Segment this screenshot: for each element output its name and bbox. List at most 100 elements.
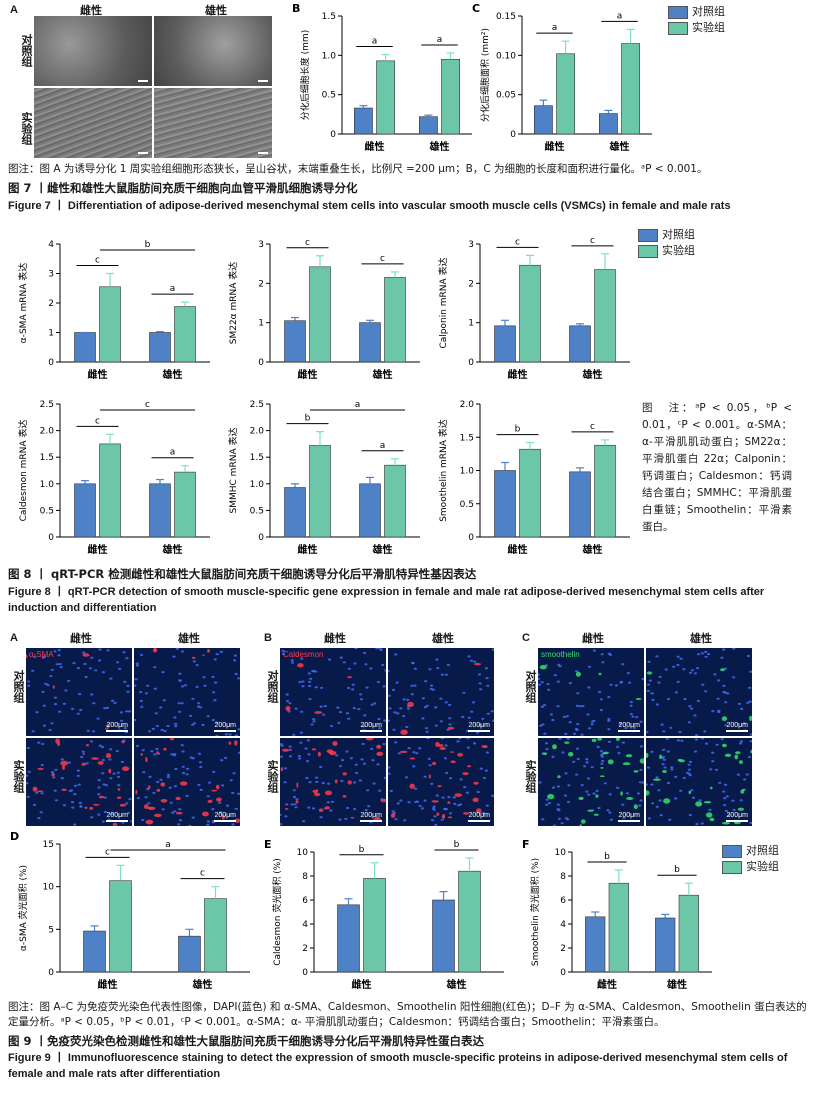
y-tick-label: 2 <box>48 299 54 309</box>
y-tick-label: 15 <box>43 840 54 850</box>
fluorescence-image-c-3: 200μm <box>646 738 752 826</box>
nuclei-overlay <box>538 738 644 826</box>
y-tick-label: 0 <box>48 358 54 368</box>
bar-control <box>494 325 516 363</box>
fluorescence-image-c-0: 200μm smoothelin <box>538 648 644 736</box>
fig8-note: 图 注：ᵃP < 0.05，ᵇP < 0.01，ᶜP < 0.001。α-SMA… <box>642 402 792 533</box>
bar-control <box>74 483 96 538</box>
x-tick-label: 雌性 <box>597 978 617 991</box>
fluorescence-image-b-3: 200μm <box>388 738 494 826</box>
y-tick-label: 6 <box>560 896 566 906</box>
panel-letter: A <box>10 632 18 644</box>
nuclei-overlay <box>134 648 240 736</box>
fig9-title-cn: 图 9 丨免疫荧光染色检测雌性和雄性大鼠脂肪间充质干细胞诱导分化后平滑肌特异性蛋… <box>8 1034 485 1048</box>
nuclei-overlay <box>646 738 752 826</box>
x-tick-label: 雌性 <box>98 978 118 991</box>
sig-label: c <box>200 869 205 879</box>
legend-fig9: 对照组 实验组 <box>722 842 779 874</box>
bar-experimental <box>556 53 576 135</box>
fig8-title-cn: 图 8 丨 qRT-PCR 检测雌性和雄性大鼠脂肪间充质干细胞诱导分化后平滑肌特… <box>8 567 477 581</box>
y-axis-label: α-SMA 荧光面积 (%) <box>17 865 29 951</box>
bar-control <box>432 899 455 973</box>
bar-experimental <box>519 448 541 538</box>
y-tick-label: 5 <box>48 925 54 935</box>
scale-bar-label: 200μm <box>106 812 128 819</box>
y-tick-label: 0 <box>330 130 336 140</box>
sig-label: a <box>170 284 176 294</box>
y-tick-label: 4 <box>302 920 308 930</box>
sig-label: b <box>674 865 680 875</box>
panel-letter: E <box>264 838 272 851</box>
chart-9e: E Caldesmon 荧光面积 (%) 0 2 4 6 8 10 雌性 b 雄性 b <box>264 838 504 991</box>
nuclei-overlay <box>26 648 132 734</box>
nuclei-overlay <box>388 648 494 735</box>
x-tick-label: 雌性 <box>298 368 318 381</box>
legend-item-control: 对照组 <box>638 226 695 242</box>
bar-experimental <box>363 878 386 973</box>
y-tick-label: 2 <box>258 279 264 289</box>
x-tick-label: 雄性 <box>666 978 687 991</box>
micrograph-7a-exp-female <box>34 88 152 158</box>
bar-experimental <box>678 894 699 973</box>
scale-bar-label: 200μm <box>360 812 382 819</box>
sig-label: b <box>515 425 521 435</box>
col-label-female: 雌性 <box>324 632 346 645</box>
scale-bar-label: 200μm <box>360 722 382 729</box>
bar-experimental <box>204 898 227 973</box>
scale-bar-label: 200μm <box>214 812 236 819</box>
legend-label-experimental: 实验组 <box>692 21 725 34</box>
y-tick-label: 4 <box>48 240 54 250</box>
y-tick-label: 0 <box>302 968 308 978</box>
bar-control <box>494 470 516 538</box>
sig-label: b <box>359 845 365 855</box>
scale-bar-line <box>726 730 748 732</box>
fluorescence-image-b-1: 200μm <box>388 648 494 736</box>
y-tick-label: 0 <box>48 968 54 978</box>
legend-swatch-experimental <box>722 860 742 874</box>
legend-top: 对照组 实验组 <box>668 3 725 35</box>
legend-label-control: 对照组 <box>692 5 725 18</box>
chart-8d: Caldesmon mRNA 表达 0 0.5 1.0 1.5 2.0 2.5 雌性 c 雄性 a c <box>17 400 210 556</box>
legend-swatch-control <box>668 5 688 19</box>
x-tick-label: 雄性 <box>446 978 467 991</box>
nuclei-overlay <box>26 738 132 826</box>
nuclei-overlay <box>646 648 752 736</box>
y-tick-label: 0.05 <box>496 91 516 101</box>
scale-bar: 200μm <box>618 812 640 822</box>
scale-bar: 200μm <box>726 812 748 822</box>
y-tick-label: 3 <box>258 240 264 250</box>
x-tick-label: 雄性 <box>429 140 450 153</box>
x-tick-label: 雄性 <box>192 978 213 991</box>
sig-label: c <box>105 847 110 857</box>
y-tick-label: 4 <box>560 920 566 930</box>
bar-control <box>359 322 381 363</box>
bar-control <box>599 113 618 135</box>
bar-experimental <box>441 58 461 135</box>
fluorescence-image-a-1: 200μm <box>134 648 240 736</box>
y-tick-label: 8 <box>302 872 308 882</box>
y-tick-label: 2.0 <box>250 427 265 437</box>
fig7-title-cn: 图 7 丨雌性和雄性大鼠脂肪间充质干细胞向血管平滑肌细胞诱导分化 <box>8 181 358 195</box>
chart-8c: Calponin mRNA 表达 0 1 2 3 雌性 c 雄性 c <box>437 236 630 381</box>
scale-bar-line <box>618 730 640 732</box>
bar-experimental <box>309 445 331 538</box>
y-tick-label: 0.5 <box>40 506 54 516</box>
scale-bar: 200μm <box>106 812 128 822</box>
sig-label: c <box>590 236 595 246</box>
fluorescence-image-a-0: 200μm α-SMA <box>26 648 132 736</box>
x-tick-label: 雌性 <box>508 543 528 556</box>
scale-bar-label: 200μm <box>468 812 490 819</box>
x-tick-label: 雄性 <box>372 368 393 381</box>
fig7-note: 图注：图 A 为诱导分化 1 周实验组细胞形态狭长，呈山谷状，末端重叠生长，比例… <box>8 163 708 175</box>
x-tick-label: 雌性 <box>545 140 565 153</box>
row-label-experimental: 实验组 <box>266 760 279 793</box>
sig-label: a <box>437 35 443 45</box>
scale-bar: 200μm <box>618 722 640 732</box>
y-tick-label: 1 <box>48 329 54 339</box>
scale-bar-line <box>106 820 128 822</box>
scale-bar-line <box>106 730 128 732</box>
stain-label: smoothelin <box>541 650 580 659</box>
bar-control <box>178 935 201 973</box>
legend-item-experimental: 实验组 <box>638 242 695 258</box>
bar-control <box>74 332 96 363</box>
